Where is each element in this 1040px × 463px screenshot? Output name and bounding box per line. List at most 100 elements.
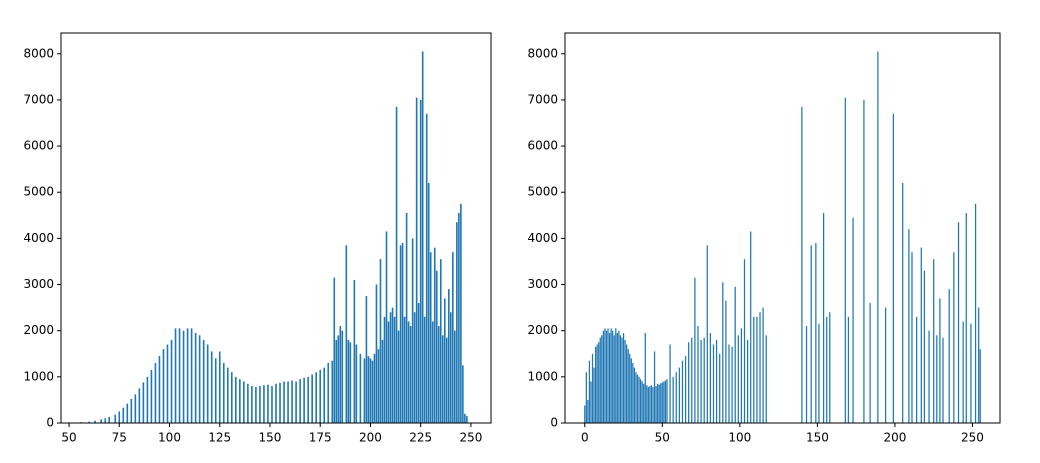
- x-tick-label: 200: [883, 431, 906, 445]
- bar: [363, 358, 366, 423]
- bar: [877, 51, 879, 423]
- bar: [413, 312, 416, 423]
- bar: [134, 394, 137, 423]
- bar: [826, 316, 828, 423]
- bar: [427, 183, 430, 423]
- bar: [684, 356, 687, 423]
- bar: [601, 335, 603, 423]
- y-tick-label: 6000: [527, 139, 558, 153]
- bar: [456, 222, 458, 423]
- bar: [405, 213, 408, 423]
- bar: [911, 252, 913, 423]
- x-tick-label: 0: [581, 431, 589, 445]
- bar: [607, 328, 609, 423]
- bar: [375, 284, 378, 423]
- y-tick-label: 2000: [527, 323, 558, 337]
- bar: [454, 330, 456, 423]
- bar: [88, 421, 90, 423]
- y-tick-label: 4000: [23, 231, 54, 245]
- bar: [353, 279, 356, 423]
- bar: [636, 374, 639, 423]
- bar: [421, 51, 424, 423]
- bar: [391, 307, 394, 423]
- bar: [605, 330, 608, 423]
- bar: [610, 328, 612, 423]
- bar: [681, 360, 684, 423]
- bar: [466, 416, 468, 423]
- bar: [622, 333, 625, 423]
- bar: [965, 213, 967, 423]
- bar: [657, 383, 659, 423]
- bar: [602, 330, 605, 423]
- bar: [194, 333, 197, 423]
- bar: [239, 379, 241, 423]
- bar: [596, 344, 598, 423]
- bar: [638, 376, 640, 423]
- bar: [379, 259, 382, 423]
- bar: [411, 238, 414, 423]
- bar: [349, 342, 352, 423]
- bar: [725, 300, 727, 423]
- bar: [869, 303, 871, 423]
- bar: [243, 381, 245, 423]
- bar: [311, 374, 313, 423]
- bar: [417, 303, 420, 423]
- bar: [612, 330, 614, 423]
- axes-frame: [60, 32, 492, 424]
- bar: [953, 252, 955, 423]
- bar: [722, 282, 724, 423]
- bar: [259, 386, 261, 423]
- bar: [385, 231, 388, 423]
- bar: [452, 252, 454, 423]
- bar: [333, 277, 336, 423]
- bar: [655, 386, 657, 423]
- bar: [100, 419, 102, 423]
- bar: [198, 335, 201, 423]
- bar: [383, 316, 386, 423]
- bar: [916, 316, 918, 423]
- bar: [267, 384, 269, 423]
- bar: [669, 344, 671, 423]
- bar: [626, 344, 628, 423]
- bar: [425, 113, 428, 424]
- bar: [585, 372, 587, 423]
- bar: [920, 247, 922, 423]
- bar: [719, 353, 721, 423]
- bar: [658, 384, 660, 423]
- bar: [369, 358, 372, 423]
- bar: [663, 381, 665, 423]
- bar: [756, 316, 758, 423]
- bar: [948, 289, 950, 423]
- bar: [728, 344, 730, 423]
- bar: [450, 312, 452, 423]
- bar: [709, 333, 712, 423]
- bar: [323, 367, 326, 423]
- bar: [643, 383, 645, 423]
- bar: [407, 321, 410, 423]
- bar: [431, 321, 434, 423]
- bar: [247, 383, 249, 423]
- bar: [598, 342, 600, 423]
- bar: [271, 386, 273, 423]
- bar: [649, 386, 651, 423]
- y-tick-label: 3000: [527, 277, 558, 291]
- y-tick-label: 2000: [23, 323, 54, 337]
- bar: [908, 229, 910, 423]
- x-tick-label: 225: [409, 431, 432, 445]
- x-tick-label: 50: [61, 431, 76, 445]
- bar: [401, 243, 404, 423]
- bar: [647, 387, 649, 423]
- bar: [226, 367, 229, 423]
- bar: [339, 326, 342, 423]
- bar: [146, 376, 149, 423]
- bar: [587, 399, 589, 423]
- x-tick-label: 75: [112, 431, 127, 445]
- bar: [810, 245, 812, 423]
- x-tick-label: 150: [259, 431, 282, 445]
- bar: [458, 213, 460, 423]
- bar: [381, 339, 384, 423]
- bar: [957, 222, 960, 423]
- bar: [327, 363, 330, 423]
- bar: [335, 339, 338, 423]
